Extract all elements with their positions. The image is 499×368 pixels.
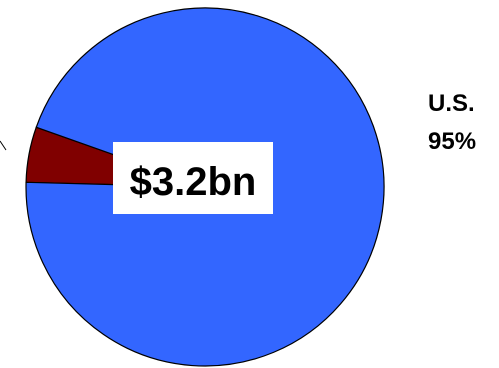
label-us: U.S. 95% [428, 90, 476, 155]
label-pointer [0, 140, 7, 151]
center-total-box [113, 142, 273, 214]
center-total-text: $3.2bn [130, 160, 257, 204]
center-total-label: $3.2bn [113, 142, 273, 214]
slice-label-us-percent: 95% [428, 128, 476, 155]
slice-label-us-name: U.S. [428, 90, 475, 117]
